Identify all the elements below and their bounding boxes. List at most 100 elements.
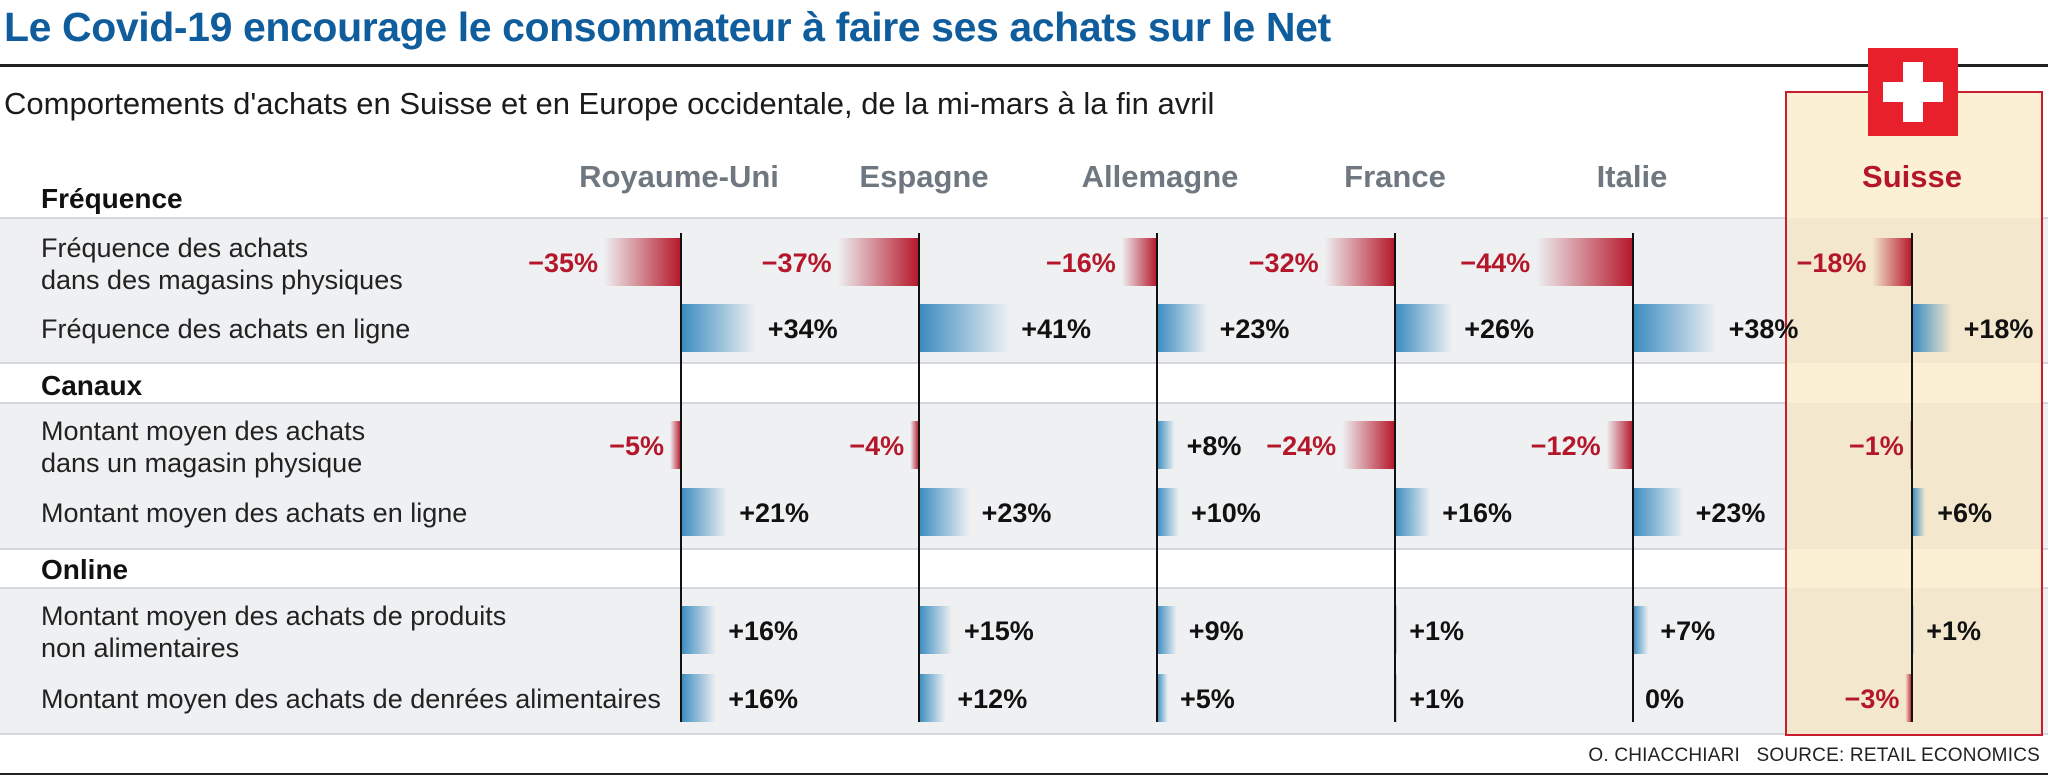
data-label: +26%: [1464, 314, 1534, 344]
row-label: Montant moyen des achats de produits non …: [41, 601, 506, 663]
bar-positive: [1912, 304, 1952, 352]
data-label: +23%: [1696, 498, 1766, 528]
country-label: Espagne: [859, 159, 988, 194]
page-title: Le Covid-19 encourage le consommateur à …: [4, 4, 1331, 50]
title-divider: [0, 64, 2048, 67]
bar-negative: [1872, 238, 1912, 286]
data-label: +18%: [1964, 314, 2034, 344]
bar-positive: [1633, 606, 1649, 654]
bar-negative: [910, 421, 919, 469]
bar-positive: [1157, 304, 1208, 352]
row-label-line: Montant moyen des achats de denrées alim…: [41, 684, 661, 714]
data-label: +15%: [964, 616, 1034, 646]
data-label: +9%: [1189, 616, 1244, 646]
bar-negative: [1905, 674, 1912, 722]
country-label: Suisse: [1862, 159, 1962, 194]
row-label: Montant moyen des achats en ligne: [41, 498, 467, 528]
row-label-line: Montant moyen des achats de produits: [41, 601, 506, 631]
row-label-line: Fréquence des achats: [41, 233, 308, 263]
data-label: −18%: [1797, 248, 1867, 278]
bar-positive: [1395, 488, 1431, 536]
row-band: [0, 588, 2048, 734]
bar-negative: [1606, 421, 1633, 469]
row-label: Fréquence des achats dans des magasins ph…: [41, 233, 403, 295]
bars: −35% −37% −16% −32% −44% −18% +34% +41% +23% +26%…: [528, 238, 2033, 722]
bar-negative: [670, 421, 681, 469]
flag-cross-horizontal: [1883, 82, 1943, 102]
data-label: +34%: [768, 314, 838, 344]
bar-negative: [1121, 238, 1157, 286]
country-label: Italie: [1597, 159, 1668, 194]
row-label: Montant moyen des achats dans un magasin …: [41, 416, 365, 478]
bar-positive: [1912, 488, 1926, 536]
bar-positive: [681, 674, 717, 722]
bar-negative: [837, 238, 919, 286]
data-label: +12%: [957, 684, 1027, 714]
swiss-flag-icon: [1868, 48, 1958, 136]
data-label: 0%: [1645, 684, 1684, 714]
row-label-line: dans des magasins physiques: [41, 265, 403, 295]
data-label: −4%: [849, 431, 904, 461]
data-label: +7%: [1660, 616, 1715, 646]
section-label: Canaux: [41, 370, 143, 401]
data-label: −24%: [1266, 431, 1336, 461]
bar-negative: [1536, 238, 1633, 286]
country-label: Royaume-Uni: [579, 159, 779, 194]
footer-credit: O. CHIACCHIARI SOURCE: RETAIL ECONOMICS: [1588, 745, 2040, 767]
row-label-line: Fréquence des achats en ligne: [41, 314, 410, 344]
bar-positive: [919, 606, 952, 654]
data-label: +5%: [1180, 684, 1235, 714]
bar-positive: [1912, 606, 1915, 654]
data-label: −3%: [1845, 684, 1900, 714]
row-label: Fréquence des achats en ligne: [41, 314, 410, 344]
data-label: +6%: [1937, 498, 1992, 528]
row-band: [0, 403, 2048, 549]
data-label: +16%: [728, 684, 798, 714]
bar-negative: [1909, 421, 1912, 469]
data-label: +10%: [1191, 498, 1261, 528]
bar-positive: [919, 488, 970, 536]
data-label: −35%: [528, 248, 598, 278]
data-label: +8%: [1187, 431, 1242, 461]
bar-positive: [1633, 488, 1684, 536]
data-label: +16%: [728, 616, 798, 646]
footer-divider: [0, 773, 2048, 775]
data-label: −1%: [1849, 431, 1904, 461]
data-label: +1%: [1409, 684, 1464, 714]
data-label: +38%: [1729, 314, 1799, 344]
data-label: +23%: [1220, 314, 1290, 344]
bar-positive: [1157, 606, 1177, 654]
section-label: Fréquence: [41, 183, 183, 214]
data-label: −44%: [1460, 248, 1530, 278]
bar-positive: [1157, 488, 1179, 536]
data-label: +23%: [982, 498, 1052, 528]
data-label: −12%: [1531, 431, 1601, 461]
row-label-line: Montant moyen des achats: [41, 416, 365, 446]
row-label: Montant moyen des achats de denrées alim…: [41, 684, 661, 714]
data-label: +16%: [1442, 498, 1512, 528]
bar-positive: [1157, 421, 1175, 469]
data-label: +41%: [1021, 314, 1091, 344]
data-label: +21%: [739, 498, 809, 528]
data-label: +1%: [1926, 616, 1981, 646]
data-label: +1%: [1409, 616, 1464, 646]
bar-positive: [1395, 606, 1398, 654]
row-label-line: dans un magasin physique: [41, 448, 362, 478]
bar-negative: [1324, 238, 1395, 286]
page-subtitle: Comportements d'achats en Suisse et en E…: [4, 86, 1215, 121]
bar-positive: [681, 606, 717, 654]
bar-negative: [604, 238, 681, 286]
data-label: −37%: [762, 248, 832, 278]
data-label: −32%: [1249, 248, 1319, 278]
bar-positive: [1633, 304, 1717, 352]
source-credit: SOURCE: RETAIL ECONOMICS: [1756, 745, 2040, 766]
bar-positive: [919, 674, 946, 722]
author-credit: O. CHIACCHIARI: [1588, 745, 1741, 766]
bar-positive: [1395, 304, 1453, 352]
section-label: Online: [41, 554, 128, 585]
country-label: Allemagne: [1082, 159, 1239, 194]
bar-positive: [681, 304, 756, 352]
bar-positive: [1157, 674, 1168, 722]
bar-positive: [1395, 674, 1398, 722]
